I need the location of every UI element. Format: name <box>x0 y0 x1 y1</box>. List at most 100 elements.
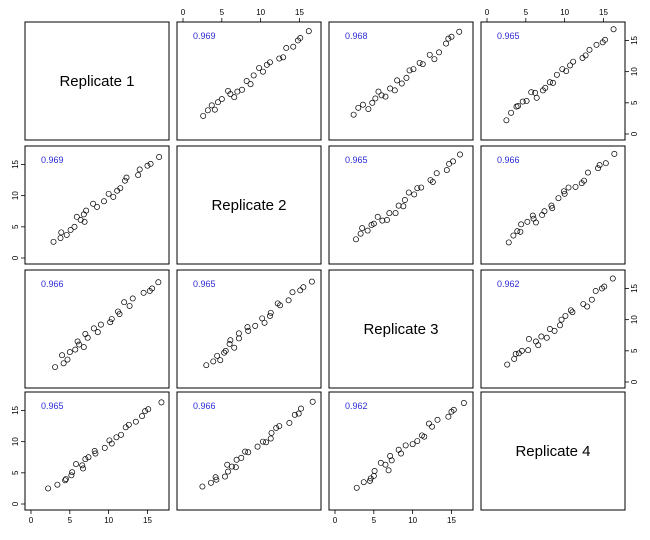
point-r4-c3-10 <box>434 416 441 423</box>
point-r3-c4-23 <box>598 285 605 292</box>
point-r4-c1-11 <box>139 413 145 420</box>
point-r2-c3-6 <box>401 197 408 203</box>
point-r3-c2-10 <box>285 297 292 304</box>
point-r1-c2-5 <box>243 78 250 84</box>
point-r3-c1-9 <box>126 302 133 309</box>
point-r3-c4-8 <box>569 309 576 316</box>
panel-border-r1-c3 <box>328 21 474 141</box>
correlation-label-r1-c4: 0.965 <box>497 31 520 41</box>
point-r4-c3-0 <box>360 479 367 486</box>
point-r3-c2-3 <box>226 341 233 347</box>
point-r4-c2-7 <box>260 438 266 445</box>
point-r3-c1-20 <box>66 349 73 356</box>
point-r2-c3-15 <box>392 210 399 217</box>
point-r4-c1-1 <box>62 476 69 483</box>
point-r3-c2-13 <box>203 362 210 369</box>
point-r3-c4-11 <box>592 288 599 294</box>
correlation-label-r1-c3: 0.968 <box>345 31 368 41</box>
point-r3-c2-4 <box>235 335 242 342</box>
point-r1-c2-20 <box>214 99 221 106</box>
point-r1-c4-14 <box>528 89 535 96</box>
point-r2-c4-5 <box>548 202 555 209</box>
point-r1-c3-2 <box>372 95 379 102</box>
point-r1-c4-24 <box>610 26 617 33</box>
panel-border-r2-c3 <box>328 145 474 265</box>
point-r2-c3-13 <box>353 236 359 243</box>
point-r4-c2-12 <box>298 405 304 412</box>
point-r2-c4-10 <box>584 169 591 176</box>
bottom-axis-tick-label-col3-2: 10 <box>408 516 417 525</box>
point-r4-c1-15 <box>85 454 92 461</box>
point-r2-c1-20 <box>67 226 74 233</box>
point-r1-c4-21 <box>550 79 556 86</box>
panel-border-r1-c1 <box>24 21 170 141</box>
point-r1-c3-14 <box>375 88 382 95</box>
panel-border-r4-c4 <box>480 391 626 511</box>
point-r1-c4-16 <box>559 66 566 73</box>
point-r2-c4-24 <box>611 150 618 157</box>
correlation-label-r3-c2: 0.965 <box>193 279 216 289</box>
point-r1-c4-6 <box>553 71 560 78</box>
point-r2-c3-1 <box>364 227 371 234</box>
bottom-axis-tick-label-col1-3: 15 <box>143 516 152 525</box>
left-axis-tick-label-row4-3: 15 <box>11 405 20 414</box>
point-r1-c2-1 <box>211 106 218 113</box>
point-r2-c3-8 <box>418 184 425 191</box>
point-r1-c4-0 <box>508 109 515 116</box>
point-r4-c2-1 <box>212 474 219 481</box>
point-r1-c2-0 <box>204 107 211 114</box>
point-r2-c4-16 <box>560 188 567 195</box>
point-r1-c4-17 <box>582 52 589 59</box>
point-r1-c4-15 <box>542 84 549 91</box>
point-r1-c3-5 <box>394 77 401 84</box>
point-r4-c1-18 <box>73 461 79 468</box>
point-r1-c4-13 <box>503 117 510 124</box>
point-r3-c1-4 <box>84 334 91 341</box>
point-r1-c3-11 <box>443 40 449 47</box>
point-r4-c3-11 <box>445 413 452 420</box>
point-r2-c3-5 <box>395 202 402 209</box>
point-r3-c1-2 <box>72 346 79 353</box>
right-axis-tick-label-row3-3: 15 <box>630 283 639 292</box>
point-r2-c1-2 <box>71 223 78 230</box>
point-r2-c3-16 <box>405 189 412 196</box>
right-axis-tick-label-row1-3: 15 <box>630 35 639 44</box>
point-r1-c3-6 <box>403 74 410 81</box>
point-r1-c2-19 <box>263 61 270 68</box>
point-r4-c1-23 <box>142 408 149 415</box>
point-r3-c1-7 <box>108 316 115 322</box>
point-r3-c2-17 <box>274 300 281 307</box>
correlation-label-r4-c2: 0.966 <box>193 401 216 411</box>
diagonal-label-2: Replicate 2 <box>211 197 286 214</box>
point-r1-c2-2 <box>218 96 225 103</box>
point-r3-c4-0 <box>511 355 518 362</box>
point-r3-c2-5 <box>245 327 252 334</box>
point-r2-c1-3 <box>77 217 84 223</box>
point-r3-c2-0 <box>210 358 217 365</box>
point-r3-c2-6 <box>252 322 259 329</box>
point-r1-c2-23 <box>294 37 301 44</box>
point-r3-c1-24 <box>155 279 162 286</box>
point-r3-c1-1 <box>59 352 66 359</box>
point-r2-c3-3 <box>379 217 386 224</box>
point-r1-c2-7 <box>260 68 266 75</box>
point-r1-c4-20 <box>519 98 526 105</box>
point-r3-c4-20 <box>518 347 525 354</box>
point-r4-c3-23 <box>448 408 455 415</box>
point-r3-c1-11 <box>140 289 147 296</box>
point-r4-c1-14 <box>80 465 86 472</box>
point-r3-c4-16 <box>558 316 565 323</box>
correlation-label-r3-c4: 0.962 <box>497 279 520 289</box>
point-r1-c4-7 <box>563 68 570 74</box>
point-r3-c1-6 <box>97 321 104 328</box>
point-r2-c4-1 <box>517 228 524 235</box>
point-r4-c3-24 <box>460 400 467 406</box>
point-r2-c3-12 <box>450 158 456 165</box>
point-r1-c3-17 <box>431 56 438 63</box>
point-r4-c3-17 <box>426 420 432 427</box>
point-r3-c1-18 <box>74 338 81 345</box>
point-r4-c3-4 <box>388 457 395 464</box>
point-r2-c4-12 <box>602 160 609 167</box>
point-r2-c1-9 <box>122 177 128 184</box>
bottom-axis-tick-label-col1-0: 0 <box>29 516 34 525</box>
